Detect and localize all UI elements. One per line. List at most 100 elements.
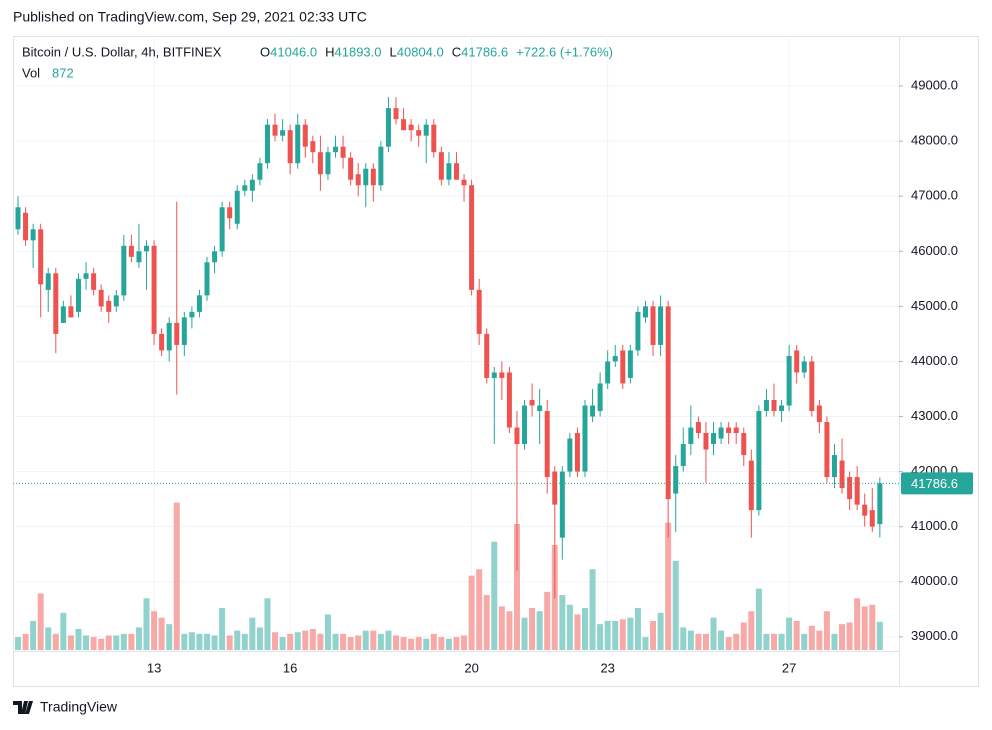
volume-bar [657,612,664,650]
volume-bar [453,637,460,650]
candle-body [181,317,187,345]
volume-bar [393,635,399,650]
volume-bar [249,617,256,650]
y-tick-label: 48000.0 [911,133,958,148]
volume-bar [763,633,770,650]
volume-value: 872 [52,65,74,80]
volume-bar [816,630,823,650]
candle-body [499,372,505,378]
volume-bar [22,633,29,650]
candle-body [620,350,626,384]
volume-bar [113,635,120,650]
candle-body [363,168,369,186]
volume-bar [438,637,445,650]
candle-body [733,427,739,434]
volume-bar [778,633,785,650]
volume-bar [536,611,543,650]
volume-bar [544,591,551,650]
volume-bar [332,633,339,650]
legend-value: +722.6 (+1.76%) [516,44,613,59]
candle-body [166,322,172,351]
candle-body [779,405,785,412]
volume-bar [302,630,309,650]
volume-bar [181,633,188,650]
candle-body [544,411,550,478]
volume-pane [15,502,883,650]
volume-bar [854,598,861,650]
candle-body [219,207,225,252]
candle-body [635,311,641,351]
volume-bar [362,630,369,650]
legend-key: O [260,44,270,59]
volume-bar [718,630,725,650]
volume-bar [695,633,702,650]
volume-bar [234,630,241,650]
volume-bar [498,606,505,650]
candle-body [340,146,346,158]
candle-body [98,289,104,307]
candle-body [75,278,81,312]
candle-body [831,455,837,478]
volume-bar [823,611,830,650]
volume-bar [279,637,286,650]
candle-body [627,350,633,378]
volume-bar [650,620,657,650]
volume-bar [188,632,195,650]
volume-bar [574,614,581,650]
candle-body [287,130,293,164]
candle-body [491,372,497,378]
volume-bar [60,612,67,650]
volume-bar [75,628,82,650]
volume-bar [309,628,316,650]
candle-body [189,311,195,318]
volume-bar [226,635,233,650]
candle-body [113,295,119,307]
candle-body [159,333,165,351]
candle-body [38,229,44,285]
volume-bar [324,614,331,650]
y-tick-label: 39000.0 [911,628,958,643]
candle-body [869,510,875,527]
y-tick-label: 49000.0 [911,78,958,93]
candle-body [582,405,588,472]
candle-body [242,185,248,191]
volume-bar [347,637,354,650]
candle-body [695,422,701,434]
candle-body [355,174,361,186]
volume-bar [680,627,687,650]
volume-bar [423,638,430,650]
candle-body [718,427,724,439]
candle-body [801,361,807,373]
candle-body [416,130,422,136]
candle-body [824,422,830,478]
candle-body [756,411,762,511]
candle-body [461,179,467,186]
candle-body [401,119,407,131]
volume-bar [476,569,483,650]
candle-body [423,124,429,136]
candle-body [665,306,671,500]
candle-body [680,444,686,467]
x-tick-label: 13 [147,660,161,675]
volume-bar [173,502,180,650]
candle-body [854,477,860,505]
volume-bar [377,633,384,650]
candle-body [537,405,543,412]
volume-bar [264,598,271,650]
candle-body [763,399,769,412]
volume-bar [143,598,150,650]
volume-bar [733,633,740,650]
volume-bar [135,627,142,650]
volume-bar [219,607,226,650]
candle-body [144,245,150,252]
legend-key: C [452,44,461,59]
candle-body [333,146,339,153]
candle-body [302,124,308,147]
candle-body [385,108,391,147]
volume-bar [604,620,611,650]
volume-bar [869,604,876,650]
candle-body [650,306,656,345]
candle-body [257,163,263,180]
candle-body [476,289,482,334]
